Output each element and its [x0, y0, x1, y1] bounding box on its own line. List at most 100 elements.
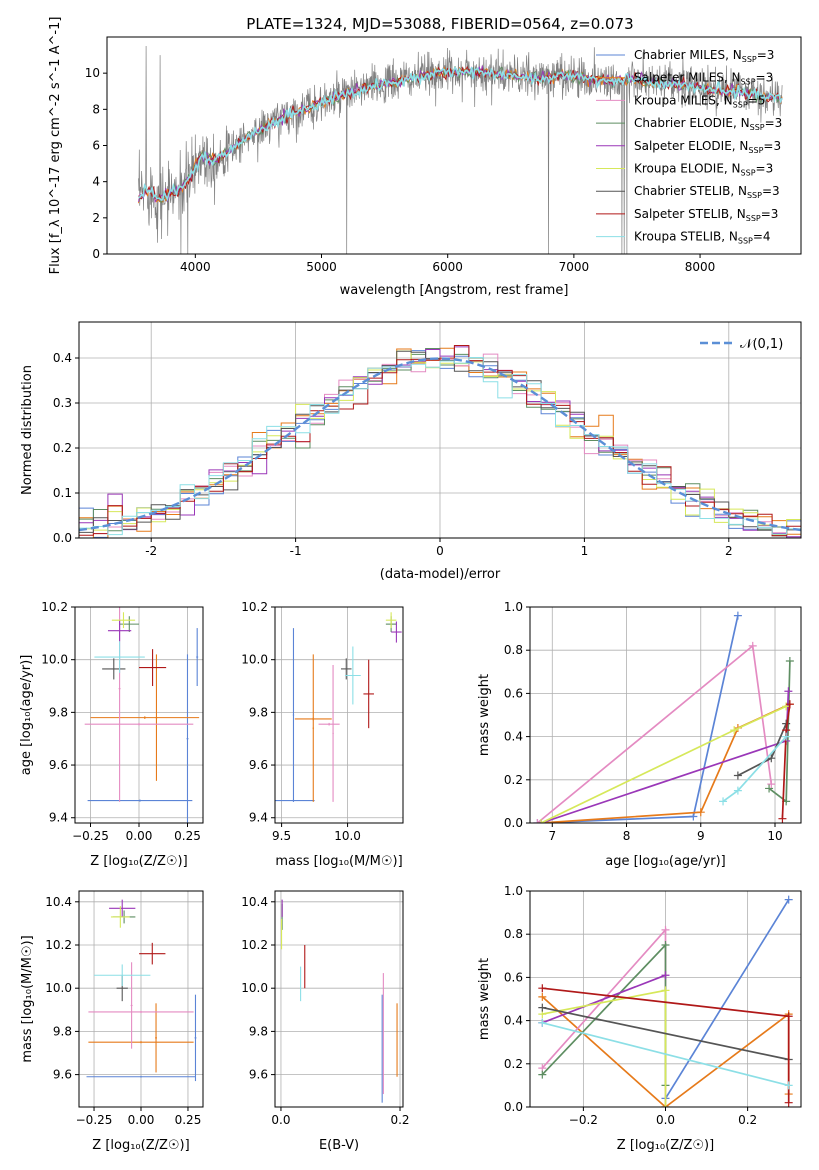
data-point	[689, 812, 698, 821]
x-tick-label: −0.25	[72, 829, 109, 843]
plot-area-mass-vs-Z	[86, 899, 197, 1082]
x-axis-label: E(B-V)	[319, 1138, 359, 1153]
histogram-step-line	[79, 357, 801, 536]
y-tick-label: 0.8	[504, 927, 523, 941]
x-tick-label: 6000	[432, 260, 463, 274]
x-tick-label: 2	[725, 544, 733, 558]
y-tick-label: 10.4	[45, 895, 72, 909]
data-point	[784, 1098, 793, 1107]
plot-area-residuals	[79, 345, 801, 538]
plot-area-age-vs-Z	[84, 607, 200, 823]
legend-tail: =3	[756, 71, 774, 85]
legend-label: Salpeter ELODIE, NSSP=3	[634, 139, 781, 155]
y-tick-label: 0.4	[504, 1014, 523, 1028]
y-tick-label: 9.6	[249, 758, 268, 772]
legend-tail: =5	[748, 93, 766, 107]
x-tick-label: 8000	[685, 260, 716, 274]
y-tick-label: 0.0	[504, 1100, 523, 1114]
x-axis-label: wavelength [Angstrom, rest frame]	[340, 283, 569, 298]
axes-residuals: -2 -1 0 1 2 0.0 0.1 0.2 0.3 0.4 (data-model)/error…	[20, 321, 802, 582]
series-line	[540, 691, 790, 823]
data-point	[538, 992, 547, 1001]
data-point	[538, 1018, 547, 1027]
y-tick-label: 9.8	[49, 705, 68, 719]
data-point	[765, 784, 774, 793]
data-point	[661, 971, 670, 980]
x-tick-label: 7	[548, 829, 556, 843]
x-tick-label: 0.25	[174, 829, 201, 843]
y-tick-label: 9.4	[249, 811, 268, 825]
plot-area-spectrum	[138, 45, 783, 254]
axes-mass-vs-EBV: 0.0 0.2 9.6 9.8 10.0 10.2 10.4 E(B-V)	[241, 890, 410, 1153]
y-tick-label: 9.6	[53, 1068, 72, 1082]
y-tick-label: 0.1	[53, 486, 72, 500]
legend-subscript: SSP	[748, 146, 763, 155]
legend-subscript: SSP	[750, 123, 765, 132]
legend-subscript: SSP	[747, 191, 762, 200]
x-tick-label: -2	[145, 544, 157, 558]
data-point	[661, 941, 670, 949]
model-spectrum-line	[138, 66, 783, 202]
legend-subscript: SSP	[741, 78, 756, 87]
data-point	[537, 819, 546, 823]
y-tick-label: 10.0	[241, 653, 268, 667]
y-tick-label: 10.2	[41, 600, 68, 614]
legend-label: Kroupa STELIB, NSSP=4	[634, 230, 771, 246]
y-axis-label: age [log₁₀(age/yr)]	[19, 655, 34, 776]
legend-subscript: SSP	[746, 214, 761, 223]
y-tick-label: 9.4	[49, 811, 68, 825]
series-line	[540, 705, 787, 823]
x-axis-label: mass [log₁₀(M/M☉)]	[275, 854, 402, 869]
y-tick-label: 0.0	[504, 816, 523, 830]
data-point	[661, 1103, 670, 1107]
x-axis-label: Z [log₁₀(Z/Z☉)]	[90, 854, 187, 869]
x-tick-label: 0.2	[390, 1113, 409, 1127]
x-tick-label: 0.25	[175, 1113, 202, 1127]
legend-label: Chabrier ELODIE, NSSP=3	[634, 116, 782, 132]
legend-label: 𝒩(0,1)	[740, 337, 783, 352]
y-tick-label: 10.2	[241, 938, 268, 952]
axes-spectrum: 4000 5000 6000 7000 8000 0 2 4 6 8 10 wavelength [A…	[48, 17, 802, 298]
legend-tail: =3	[757, 48, 775, 62]
data-point	[784, 895, 793, 904]
plot-area-age-vs-mass	[275, 612, 402, 802]
y-axis-label: Flux [f_λ 10^-17 erg cm^-2 s^-1 A^-1]	[48, 17, 63, 275]
x-tick-label: 10.0	[334, 829, 361, 843]
data-point	[719, 797, 728, 806]
data-point	[785, 657, 794, 665]
figure-title: PLATE=1324, MJD=53088, FIBERID=0564, z=0…	[246, 15, 633, 33]
y-tick-label: 10.0	[45, 981, 72, 995]
legend-label: Chabrier STELIB, NSSP=3	[634, 184, 780, 200]
y-tick-label: 0.3	[53, 396, 72, 410]
x-tick-label: −0.25	[76, 1113, 113, 1127]
data-point	[748, 641, 757, 650]
x-tick-label: 0	[436, 544, 444, 558]
axes-frame	[274, 606, 404, 824]
y-axis-label: Normed distribution	[20, 365, 35, 495]
data-point	[538, 1003, 547, 1012]
axes-age-vs-Z: −0.25 0.00 0.25 9.4 9.6 9.8 10.0 10.2 Z [log₁₀(Z…	[19, 600, 204, 869]
x-tick-label: 0.0	[656, 1113, 675, 1127]
legend-tail: =3	[765, 116, 783, 130]
y-tick-label: 0.2	[504, 1057, 523, 1071]
x-tick-label: 9.5	[272, 829, 291, 843]
y-tick-label: 1.0	[504, 600, 523, 614]
data-point	[538, 1070, 547, 1079]
y-tick-label: 6	[92, 139, 100, 153]
y-tick-label: 0.4	[53, 351, 72, 365]
data-point	[784, 1012, 793, 1021]
plot-area-weight-vs-Z	[538, 895, 793, 1107]
y-tick-label: 0.2	[53, 441, 72, 455]
x-tick-label: 4000	[180, 260, 211, 274]
data-point	[767, 780, 776, 789]
data-point	[778, 814, 787, 823]
axes-weight-vs-age: 7 8 9 10 0.0 0.2 0.4 0.6 0.8 1.0 age [log₁₀(age/yr…	[477, 600, 802, 869]
x-axis-label: age [log₁₀(age/yr)]	[605, 854, 726, 869]
x-axis-label: Z [log₁₀(Z/Z☉)]	[92, 1138, 189, 1153]
y-tick-label: 8	[92, 102, 100, 116]
y-tick-label: 0.6	[504, 970, 523, 984]
legend-subscript: SSP	[733, 100, 748, 109]
series-line	[542, 1021, 789, 1087]
y-tick-label: 0.6	[504, 686, 523, 700]
x-tick-label: −0.2	[569, 1113, 598, 1127]
